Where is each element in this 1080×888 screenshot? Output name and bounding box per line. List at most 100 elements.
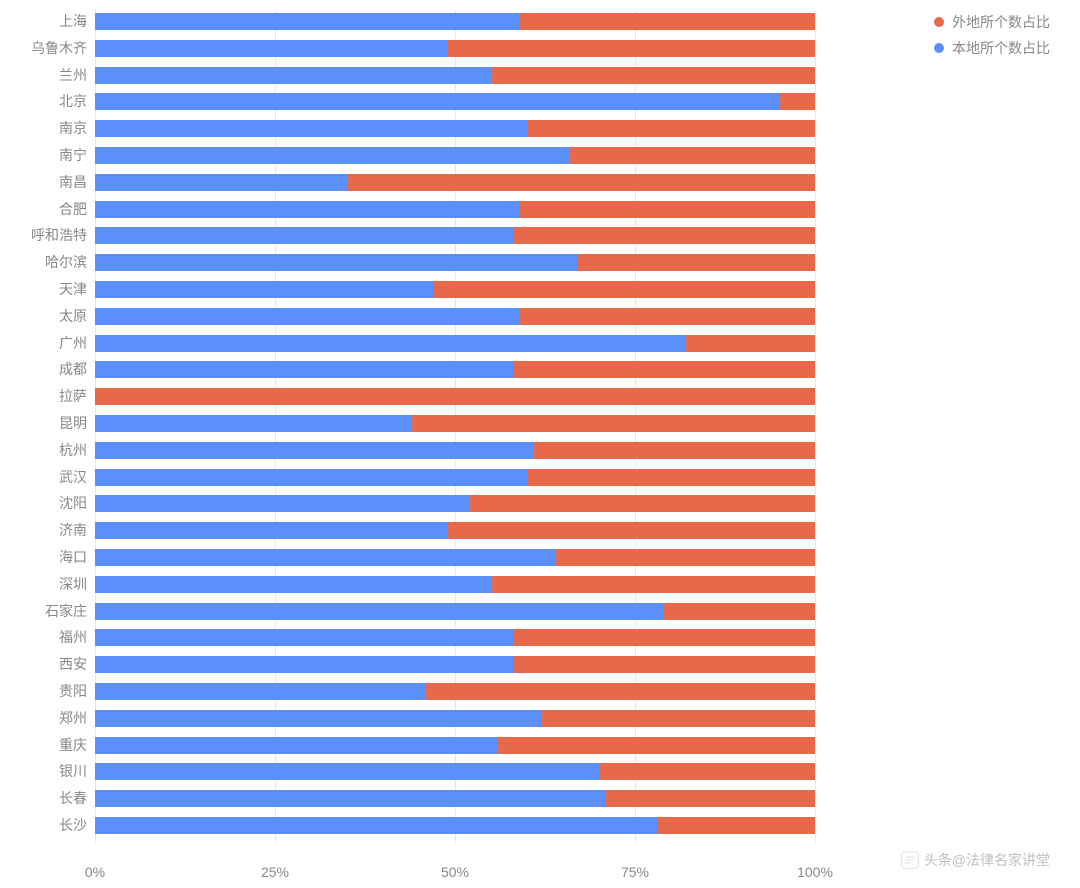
bar-category-label: 南昌 [0, 174, 87, 191]
bar-segment-nonlocal [685, 335, 815, 352]
bar-row: 哈尔滨 [95, 254, 815, 281]
bar-row: 贵阳 [95, 683, 815, 710]
bar-stack [95, 817, 815, 834]
legend-swatch-local [934, 43, 944, 53]
bar-segment-nonlocal [433, 281, 815, 298]
bar-stack [95, 442, 815, 459]
bar-segment-nonlocal [541, 710, 815, 727]
bar-segment-nonlocal [606, 790, 815, 807]
bar-category-label: 兰州 [0, 67, 87, 84]
bar-segment-nonlocal [469, 495, 815, 512]
bar-segment-local [95, 576, 491, 593]
bar-row: 南宁 [95, 147, 815, 174]
bar-segment-local [95, 522, 448, 539]
bar-row: 福州 [95, 629, 815, 656]
bar-category-label: 济南 [0, 522, 87, 539]
bar-category-label: 福州 [0, 629, 87, 646]
bars: 上海乌鲁木齐兰州北京南京南宁南昌合肥呼和浩特哈尔滨天津太原广州成都拉萨昆明杭州武… [95, 13, 815, 844]
bar-segment-nonlocal [520, 308, 815, 325]
bar-stack [95, 254, 815, 271]
toutiao-icon [901, 851, 919, 869]
bar-segment-local [95, 254, 577, 271]
bar-row: 南京 [95, 120, 815, 147]
bar-row: 乌鲁木齐 [95, 40, 815, 67]
bar-row: 深圳 [95, 576, 815, 603]
bar-segment-local [95, 656, 513, 673]
bar-row: 重庆 [95, 737, 815, 764]
bar-segment-local [95, 174, 347, 191]
bar-segment-local [95, 335, 685, 352]
bar-stack [95, 174, 815, 191]
bar-segment-local [95, 40, 448, 57]
bar-row: 兰州 [95, 67, 815, 94]
x-tick-label: 25% [261, 864, 289, 880]
bar-row: 长沙 [95, 817, 815, 844]
bar-row: 昆明 [95, 415, 815, 442]
legend-item-nonlocal: 外地所个数占比 [934, 12, 1050, 32]
bar-segment-local [95, 763, 599, 780]
bar-stack [95, 201, 815, 218]
bar-category-label: 郑州 [0, 710, 87, 727]
bar-segment-local [95, 281, 433, 298]
bar-stack [95, 93, 815, 110]
bar-segment-nonlocal [491, 576, 815, 593]
x-tick-label: 75% [621, 864, 649, 880]
bar-category-label: 太原 [0, 308, 87, 325]
legend-label-local: 本地所个数占比 [952, 38, 1050, 58]
bar-segment-local [95, 201, 520, 218]
bar-segment-local [95, 683, 426, 700]
bar-category-label: 乌鲁木齐 [0, 40, 87, 57]
bar-segment-local [95, 147, 570, 164]
bar-segment-nonlocal [412, 415, 815, 432]
bar-stack [95, 790, 815, 807]
bar-segment-nonlocal [657, 817, 815, 834]
bar-segment-nonlocal [520, 13, 815, 30]
bar-segment-nonlocal [577, 254, 815, 271]
bar-segment-nonlocal [599, 763, 815, 780]
bar-segment-local [95, 67, 491, 84]
bar-segment-nonlocal [513, 227, 815, 244]
bar-segment-nonlocal [779, 93, 815, 110]
bar-category-label: 深圳 [0, 576, 87, 593]
bar-segment-nonlocal [498, 737, 815, 754]
bar-category-label: 北京 [0, 93, 87, 110]
bar-row: 拉萨 [95, 388, 815, 415]
bar-category-label: 长沙 [0, 817, 87, 834]
bar-segment-local [95, 13, 520, 30]
bar-stack [95, 603, 815, 620]
bar-segment-nonlocal [520, 201, 815, 218]
bar-segment-nonlocal [534, 442, 815, 459]
bar-stack [95, 415, 815, 432]
bar-segment-nonlocal [527, 469, 815, 486]
bar-row: 银川 [95, 763, 815, 790]
watermark-prefix: 头条 [924, 850, 952, 870]
bar-segment-local [95, 227, 513, 244]
bar-row: 石家庄 [95, 603, 815, 630]
bar-category-label: 广州 [0, 335, 87, 352]
watermark-text: @法律名家讲堂 [952, 850, 1050, 870]
bar-stack [95, 495, 815, 512]
bar-row: 太原 [95, 308, 815, 335]
legend-item-local: 本地所个数占比 [934, 38, 1050, 58]
bar-segment-nonlocal [448, 40, 815, 57]
bar-stack [95, 147, 815, 164]
bar-stack [95, 549, 815, 566]
legend-label-nonlocal: 外地所个数占比 [952, 12, 1050, 32]
bar-stack [95, 308, 815, 325]
bar-category-label: 上海 [0, 13, 87, 30]
x-tick-label: 50% [441, 864, 469, 880]
bar-category-label: 武汉 [0, 469, 87, 486]
bar-row: 西安 [95, 656, 815, 683]
bar-stack [95, 227, 815, 244]
bar-row: 南昌 [95, 174, 815, 201]
bar-category-label: 昆明 [0, 415, 87, 432]
x-tick-label: 100% [797, 864, 833, 880]
bar-segment-local [95, 415, 412, 432]
bar-row: 沈阳 [95, 495, 815, 522]
bar-row: 广州 [95, 335, 815, 362]
bar-segment-nonlocal [556, 549, 815, 566]
bar-row: 上海 [95, 13, 815, 40]
bar-category-label: 海口 [0, 549, 87, 566]
bar-row: 呼和浩特 [95, 227, 815, 254]
bar-category-label: 南宁 [0, 147, 87, 164]
